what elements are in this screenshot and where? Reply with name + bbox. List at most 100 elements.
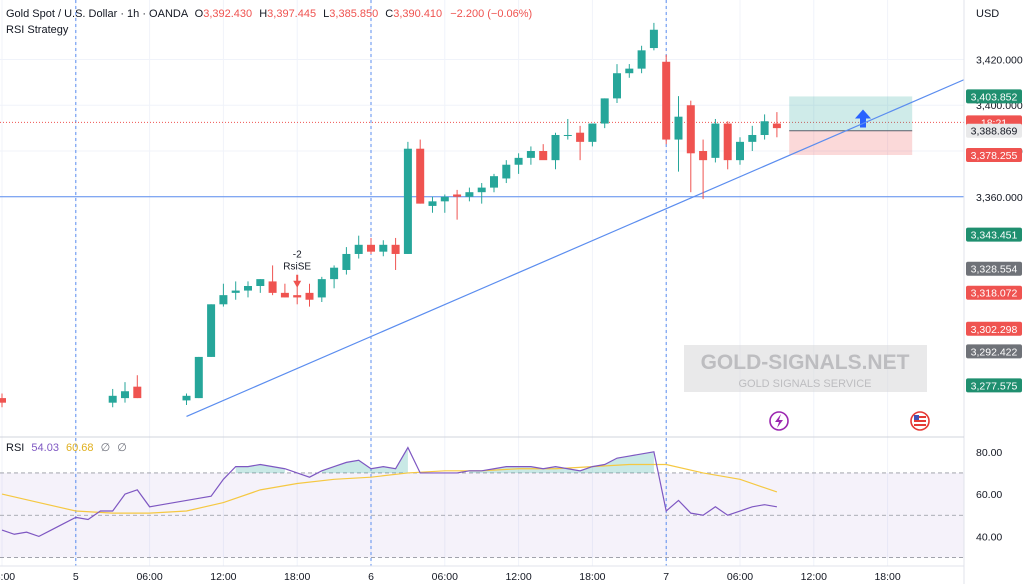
candle-body — [182, 395, 191, 401]
trendline[interactable] — [186, 74, 974, 417]
candle-body — [477, 187, 486, 193]
rsi-legend: RSI 54.03 60.68 ∅ ∅ — [6, 442, 127, 454]
candle-body — [219, 295, 228, 305]
position-stop-zone — [789, 130, 913, 155]
time-tick-label: 06:00 — [727, 571, 753, 583]
candle-body — [391, 244, 400, 254]
watermark-title: GOLD-SIGNALS.NET — [701, 351, 910, 374]
strategy-name: RSI Strategy — [6, 24, 69, 36]
candle-body — [748, 134, 757, 142]
time-tick-label: 06:00 — [432, 571, 458, 583]
price-tick-label: 3,420.000 — [976, 54, 1023, 66]
rsi-legend-empty-1: ∅ — [101, 442, 111, 454]
rsi-tick-label: 40.00 — [976, 531, 1002, 543]
rsi-ma-legend-value: 60.68 — [66, 442, 94, 454]
candle-body — [194, 356, 203, 399]
price-badge-label: 3,403.852 — [971, 91, 1018, 103]
time-axis[interactable]: 18:00 5 06:00 12:00 18:00 6 06:00 12:00 18:00 7 06… — [0, 571, 901, 583]
rsi-tick-label: 80.00 — [976, 447, 1002, 459]
price-badge-label: 3,277.575 — [971, 380, 1018, 392]
candle-body — [330, 267, 339, 280]
change-value: −2.200 (−0.06%) — [450, 8, 532, 20]
rsi-lines — [1, 446, 778, 538]
time-tick-label: 12:00 — [801, 571, 827, 583]
candle-body — [662, 61, 671, 140]
time-tick-label: 6 — [368, 571, 374, 583]
candle-body — [490, 176, 498, 188]
lightning-icon[interactable] — [769, 411, 789, 431]
candle-body — [0, 398, 6, 403]
candle-body — [539, 151, 548, 161]
candle-body — [600, 98, 609, 124]
rsi-tick-label: 60.00 — [976, 489, 1002, 501]
watermark-box — [684, 345, 927, 392]
long-position-tool[interactable] — [789, 96, 913, 155]
candle-body — [514, 157, 523, 165]
candle-body — [403, 148, 412, 254]
close-value: 3,390.410 — [393, 8, 442, 20]
price-scale-badges: 3,403.85218:213,388.8693,378.2553,343.45… — [966, 89, 1022, 393]
rsi-ma-line — [1, 463, 778, 514]
candle-body — [108, 395, 117, 403]
position-target-zone — [789, 96, 913, 131]
candle-body — [736, 141, 744, 161]
candle-body — [502, 164, 511, 179]
signal-qty: -2 — [293, 250, 302, 261]
price-badge — [966, 321, 1022, 336]
time-tick-label: 18:00 — [874, 571, 900, 583]
rsi-line — [1, 446, 778, 538]
candle-body — [723, 123, 732, 161]
time-tick-label: 12:00 — [210, 571, 236, 583]
candle-body — [133, 386, 142, 399]
rsi-overbought-fill — [469, 451, 654, 473]
candle-body — [256, 279, 265, 286]
price-badge-label: 3,318.072 — [971, 288, 1018, 300]
time-tick-label: 06:00 — [136, 571, 162, 583]
currency-label: USD — [976, 8, 999, 20]
candle-body — [465, 192, 474, 197]
candle-body — [416, 148, 425, 204]
price-badge — [966, 344, 1022, 359]
price-badge — [966, 227, 1022, 242]
price-badge — [966, 378, 1022, 393]
time-tick-label: 5 — [73, 571, 79, 583]
price-badge-label: 3,328.554 — [971, 264, 1018, 276]
price-badge-label: 3,388.869 — [971, 126, 1018, 138]
candle-body — [711, 123, 720, 158]
candle-body — [379, 244, 388, 252]
price-badge-label: 3,378.255 — [971, 150, 1018, 162]
buy-arrow-icon — [855, 109, 871, 128]
candle-body — [428, 201, 437, 206]
rsi-legend-value: 54.03 — [31, 442, 59, 454]
us-flag-icon[interactable] — [910, 411, 930, 431]
time-tick-label: 18:00 — [284, 571, 310, 583]
candle-body — [293, 295, 302, 298]
candle-body — [367, 244, 375, 252]
price-badge — [966, 147, 1022, 162]
rsi-legend-empty-2: ∅ — [117, 442, 127, 454]
watermark: GOLD-SIGNALS.NET GOLD SIGNALS SERVICE — [684, 345, 927, 392]
candle-body — [576, 132, 585, 142]
rsi-band-fill — [0, 472, 964, 558]
candles — [0, 22, 781, 408]
candle-body — [699, 151, 708, 161]
open-value: 3,392.430 — [203, 8, 252, 20]
candle-body — [686, 105, 695, 154]
rsi-overbought-fill — [321, 447, 408, 473]
time-tick-label: 18:00 — [0, 571, 15, 583]
candle-body — [280, 292, 289, 298]
candle-body — [760, 121, 769, 135]
rsi-legend-name: RSI — [6, 442, 24, 454]
price-badge-label: 3,343.451 — [971, 230, 1018, 242]
price-badge-label: 3,302.298 — [971, 324, 1018, 336]
candle-body — [649, 29, 658, 49]
price-badge — [966, 261, 1022, 276]
price-badge — [966, 89, 1022, 104]
candle-body — [440, 196, 449, 202]
candle-body — [268, 281, 277, 293]
price-badge-label: 3,292.422 — [971, 346, 1018, 358]
candle-body — [588, 123, 597, 142]
candle-body — [244, 285, 252, 291]
